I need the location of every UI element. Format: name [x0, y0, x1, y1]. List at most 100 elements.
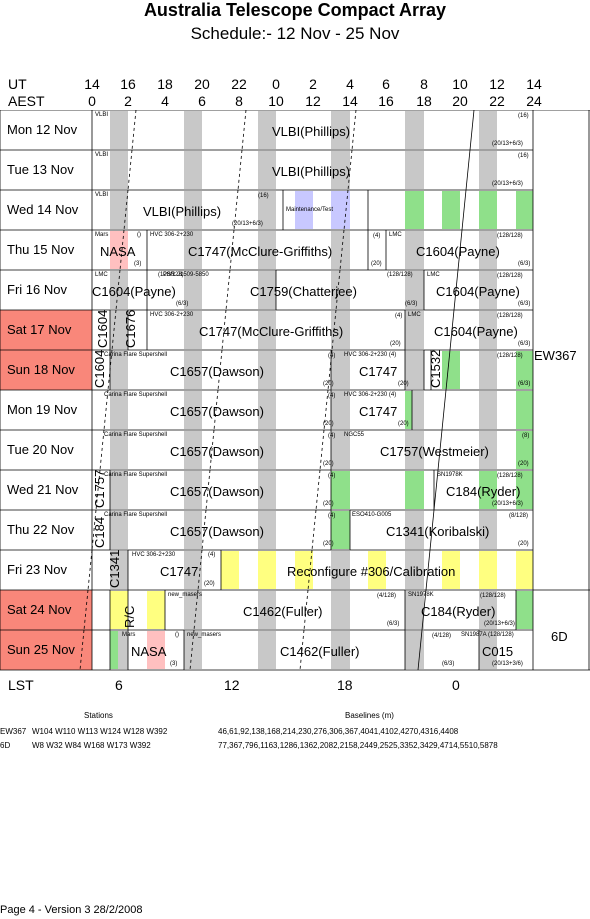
block-tag: HVC 306-2+230 [132, 552, 176, 558]
grey-stripe [258, 191, 276, 229]
block-title: C1341(Koribalski) [386, 524, 490, 539]
aest-tick: 16 [378, 93, 394, 109]
lst-dashed-line [233, 189, 239, 231]
block-tag: SN1978K [437, 472, 463, 478]
block-title: VLBI(Phillips) [272, 124, 351, 139]
lst-tick-12: 12 [224, 677, 240, 693]
block-note: (20) [398, 421, 409, 427]
grey-stripe [479, 231, 497, 269]
yellow-cell [221, 551, 239, 589]
block-note: () [137, 232, 141, 238]
block-note: (4) [328, 353, 336, 359]
block-tag: LMC [427, 272, 440, 278]
lst-dashed-line [323, 389, 329, 431]
lst-dashed-line [217, 349, 223, 391]
block-tag: Carina Flare Supershell [104, 352, 168, 358]
block-note: (128/128) [158, 272, 184, 278]
lst-dashed-line [225, 269, 231, 311]
block-note: (128/128) [497, 353, 523, 359]
lst-dashed-line [307, 549, 313, 591]
grey-stripe [184, 391, 202, 429]
lst-dashed-line [351, 110, 357, 151]
yellow-cell [147, 591, 165, 629]
grey-stripe [110, 391, 128, 429]
day-label: Sun 18 Nov [7, 362, 75, 377]
ut-label: UT [8, 76, 27, 92]
day-label: Thu 22 Nov [7, 522, 75, 537]
lst-0-line [433, 469, 439, 511]
grey-stripe [110, 311, 128, 349]
block-note: () [175, 632, 179, 638]
yellow-cell [479, 551, 497, 589]
grey-stripe [331, 311, 350, 349]
block-note: (20) [518, 541, 529, 547]
lst-0-line [457, 229, 463, 271]
aest-tick: 8 [235, 93, 243, 109]
grey-stripe [405, 351, 424, 389]
grey-stripe [479, 111, 497, 149]
green-cell [516, 471, 533, 509]
lst-dashed-line [315, 469, 321, 511]
block-note: (4) [328, 513, 336, 519]
grey-stripe [258, 231, 276, 269]
block-title: C1747 [359, 404, 398, 419]
lst-dashed-line [343, 189, 349, 231]
lst-dashed-line [311, 509, 317, 551]
lst-dashed-line [237, 149, 243, 191]
grey-stripe [184, 191, 202, 229]
block-note: (6/3) [387, 621, 400, 627]
grey-stripe [184, 231, 202, 269]
block-title: NASA [131, 644, 167, 659]
grey-stripe [184, 111, 202, 149]
green-cell [479, 471, 497, 509]
lst-dashed-line [347, 149, 353, 191]
lst-dashed-line [123, 189, 129, 231]
grey-stripe [331, 111, 350, 149]
grey-stripe [184, 311, 202, 349]
block-note: (20) [371, 261, 382, 267]
grey-stripe [110, 351, 128, 389]
aest-tick: 0 [88, 93, 96, 109]
day-label: Tue 13 Nov [7, 162, 74, 177]
block-title: C1747 [359, 364, 398, 379]
grey-stripe [479, 511, 497, 549]
lst-0-line [425, 549, 431, 591]
grey-stripe [110, 511, 128, 549]
grey-stripe [184, 631, 202, 669]
lst-dashed-line [99, 429, 105, 471]
day-label: Tue 20 Nov [7, 442, 74, 457]
maintenance-label: Maintenance/Test [286, 207, 334, 213]
green-cell [516, 591, 533, 629]
ut-tick: 8 [420, 76, 428, 92]
lst-dashed-line [189, 629, 195, 671]
weekend-cell [0, 590, 92, 630]
block-tag: HVC 306-2+230 (4) [344, 352, 397, 358]
aest-tick: 22 [489, 93, 505, 109]
block-tag: Carina Flare Supershell [104, 432, 168, 438]
grey-stripe [110, 551, 128, 589]
block-note: (4) [328, 393, 336, 399]
block-tag: Mars [122, 632, 136, 638]
lst-dashed-line [201, 509, 207, 551]
aest-tick: 20 [452, 93, 468, 109]
block-note: (6/3) [518, 261, 531, 267]
grey-stripe [479, 431, 497, 469]
ut-tick: 14 [526, 76, 542, 92]
grey-stripe [258, 431, 276, 469]
block-title: C184(Ryder) [446, 484, 521, 499]
ut-tick: 10 [452, 76, 468, 92]
schedule-grid [0, 110, 590, 671]
block-note: (4) [208, 552, 216, 558]
grey-stripe [258, 591, 276, 629]
config-ew367: EW367 [534, 348, 577, 363]
baselines-header: Baselines (m) [345, 711, 394, 720]
block-note: (128/128) [480, 593, 506, 599]
grey-stripe [479, 271, 497, 309]
grey-stripe [258, 271, 276, 309]
yellow-cell [516, 551, 533, 589]
block-note: (3) [134, 261, 142, 267]
grey-stripe [331, 631, 350, 669]
grey-stripe [331, 351, 350, 389]
ut-tick: 14 [84, 76, 100, 92]
block-note: (16) [518, 153, 529, 159]
